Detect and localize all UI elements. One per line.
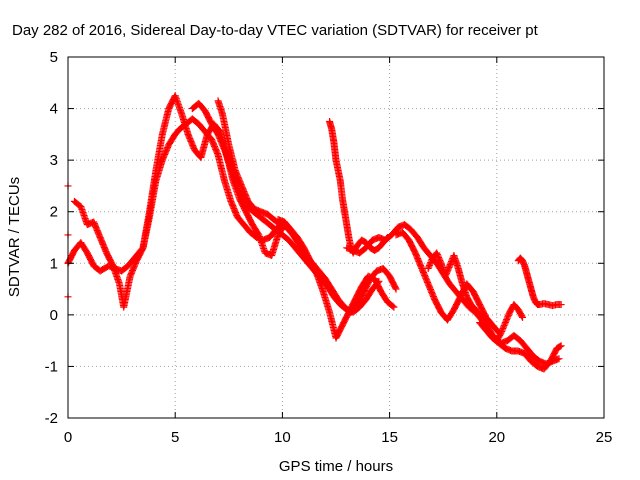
y-tick-label: 0 [50,307,58,324]
data-point-marker [502,317,510,325]
data-point-marker [500,322,508,330]
data-point-marker [392,285,400,293]
x-tick-label: 10 [274,429,291,446]
data-point-marker [390,303,398,311]
data-point-marker [557,342,565,350]
data-point-marker [424,264,432,272]
data-point-marker [427,259,435,267]
data-point-marker [446,262,454,270]
y-tick-label: 3 [50,152,58,169]
data-point-marker [427,257,435,265]
series-satellite-track-11 [476,319,565,373]
data-point-marker [518,312,526,320]
data-point-marker [498,327,506,335]
x-tick-label: 20 [488,429,505,446]
data-point-marker [435,253,443,261]
y-tick-label: 5 [50,49,58,66]
data-point-marker [557,301,565,309]
data-point-marker [434,252,442,260]
series-satellite-track-5 [274,215,398,342]
data-point-marker [441,272,449,280]
x-tick-label: 0 [64,429,72,446]
data-point-marker [443,268,451,276]
data-point-marker [504,313,512,321]
data-point-marker [442,271,450,279]
data-point-marker [501,320,509,328]
data-point-marker [500,323,508,331]
y-tick-label: 2 [50,204,58,221]
data-point-marker [556,342,564,350]
series-satellite-track-3 [188,99,383,316]
chart-title: Day 282 of 2016, Sidereal Day-to-day VTE… [12,22,539,39]
axis-ticks [67,56,605,419]
data-point-marker [443,269,451,277]
x-tick-label: 15 [381,429,398,446]
y-tick-label: 4 [50,101,58,118]
data-point-marker [425,261,433,269]
data-point-marker [433,249,441,257]
x-tick-labels: 0 5 10 15 20 25 [64,429,613,446]
data-point-marker [425,263,433,271]
data-point-marker [519,313,527,321]
data-point-marker [426,260,434,268]
x-tick-label: 25 [596,429,613,446]
y-tick-label: -1 [45,358,58,375]
data-point-marker [445,263,453,271]
data-point-marker [503,316,511,324]
data-point-marker [433,250,441,258]
data-point-marker [503,314,511,322]
data-point-marker [499,324,507,332]
data-point-marker [501,319,509,327]
x-tick-label: 5 [171,429,179,446]
data-point-marker [446,260,454,268]
y-tick-labels: -2 -1 0 1 2 3 4 5 [45,49,58,427]
data-point-marker [555,355,563,363]
y-tick-label: -2 [45,410,58,427]
data-point-marker [389,302,397,310]
data-point-marker [504,311,512,319]
data-point-marker [436,256,444,264]
data-point-marker [391,284,399,292]
y-tick-label: 1 [50,255,58,272]
data-point-marker [497,329,505,337]
data-point-marker [498,326,506,334]
series-satellite-track-2 [70,92,301,311]
data-point-marker [444,266,452,274]
x-axis-label: GPS time / hours [279,458,393,475]
plot-frame [67,56,605,419]
data-point-marker [444,265,452,273]
data-points [64,92,565,373]
series-satellite-track-10 [514,254,565,310]
y-axis-label: SDTVAR / TECUs [6,177,23,297]
data-point-marker [435,255,443,263]
